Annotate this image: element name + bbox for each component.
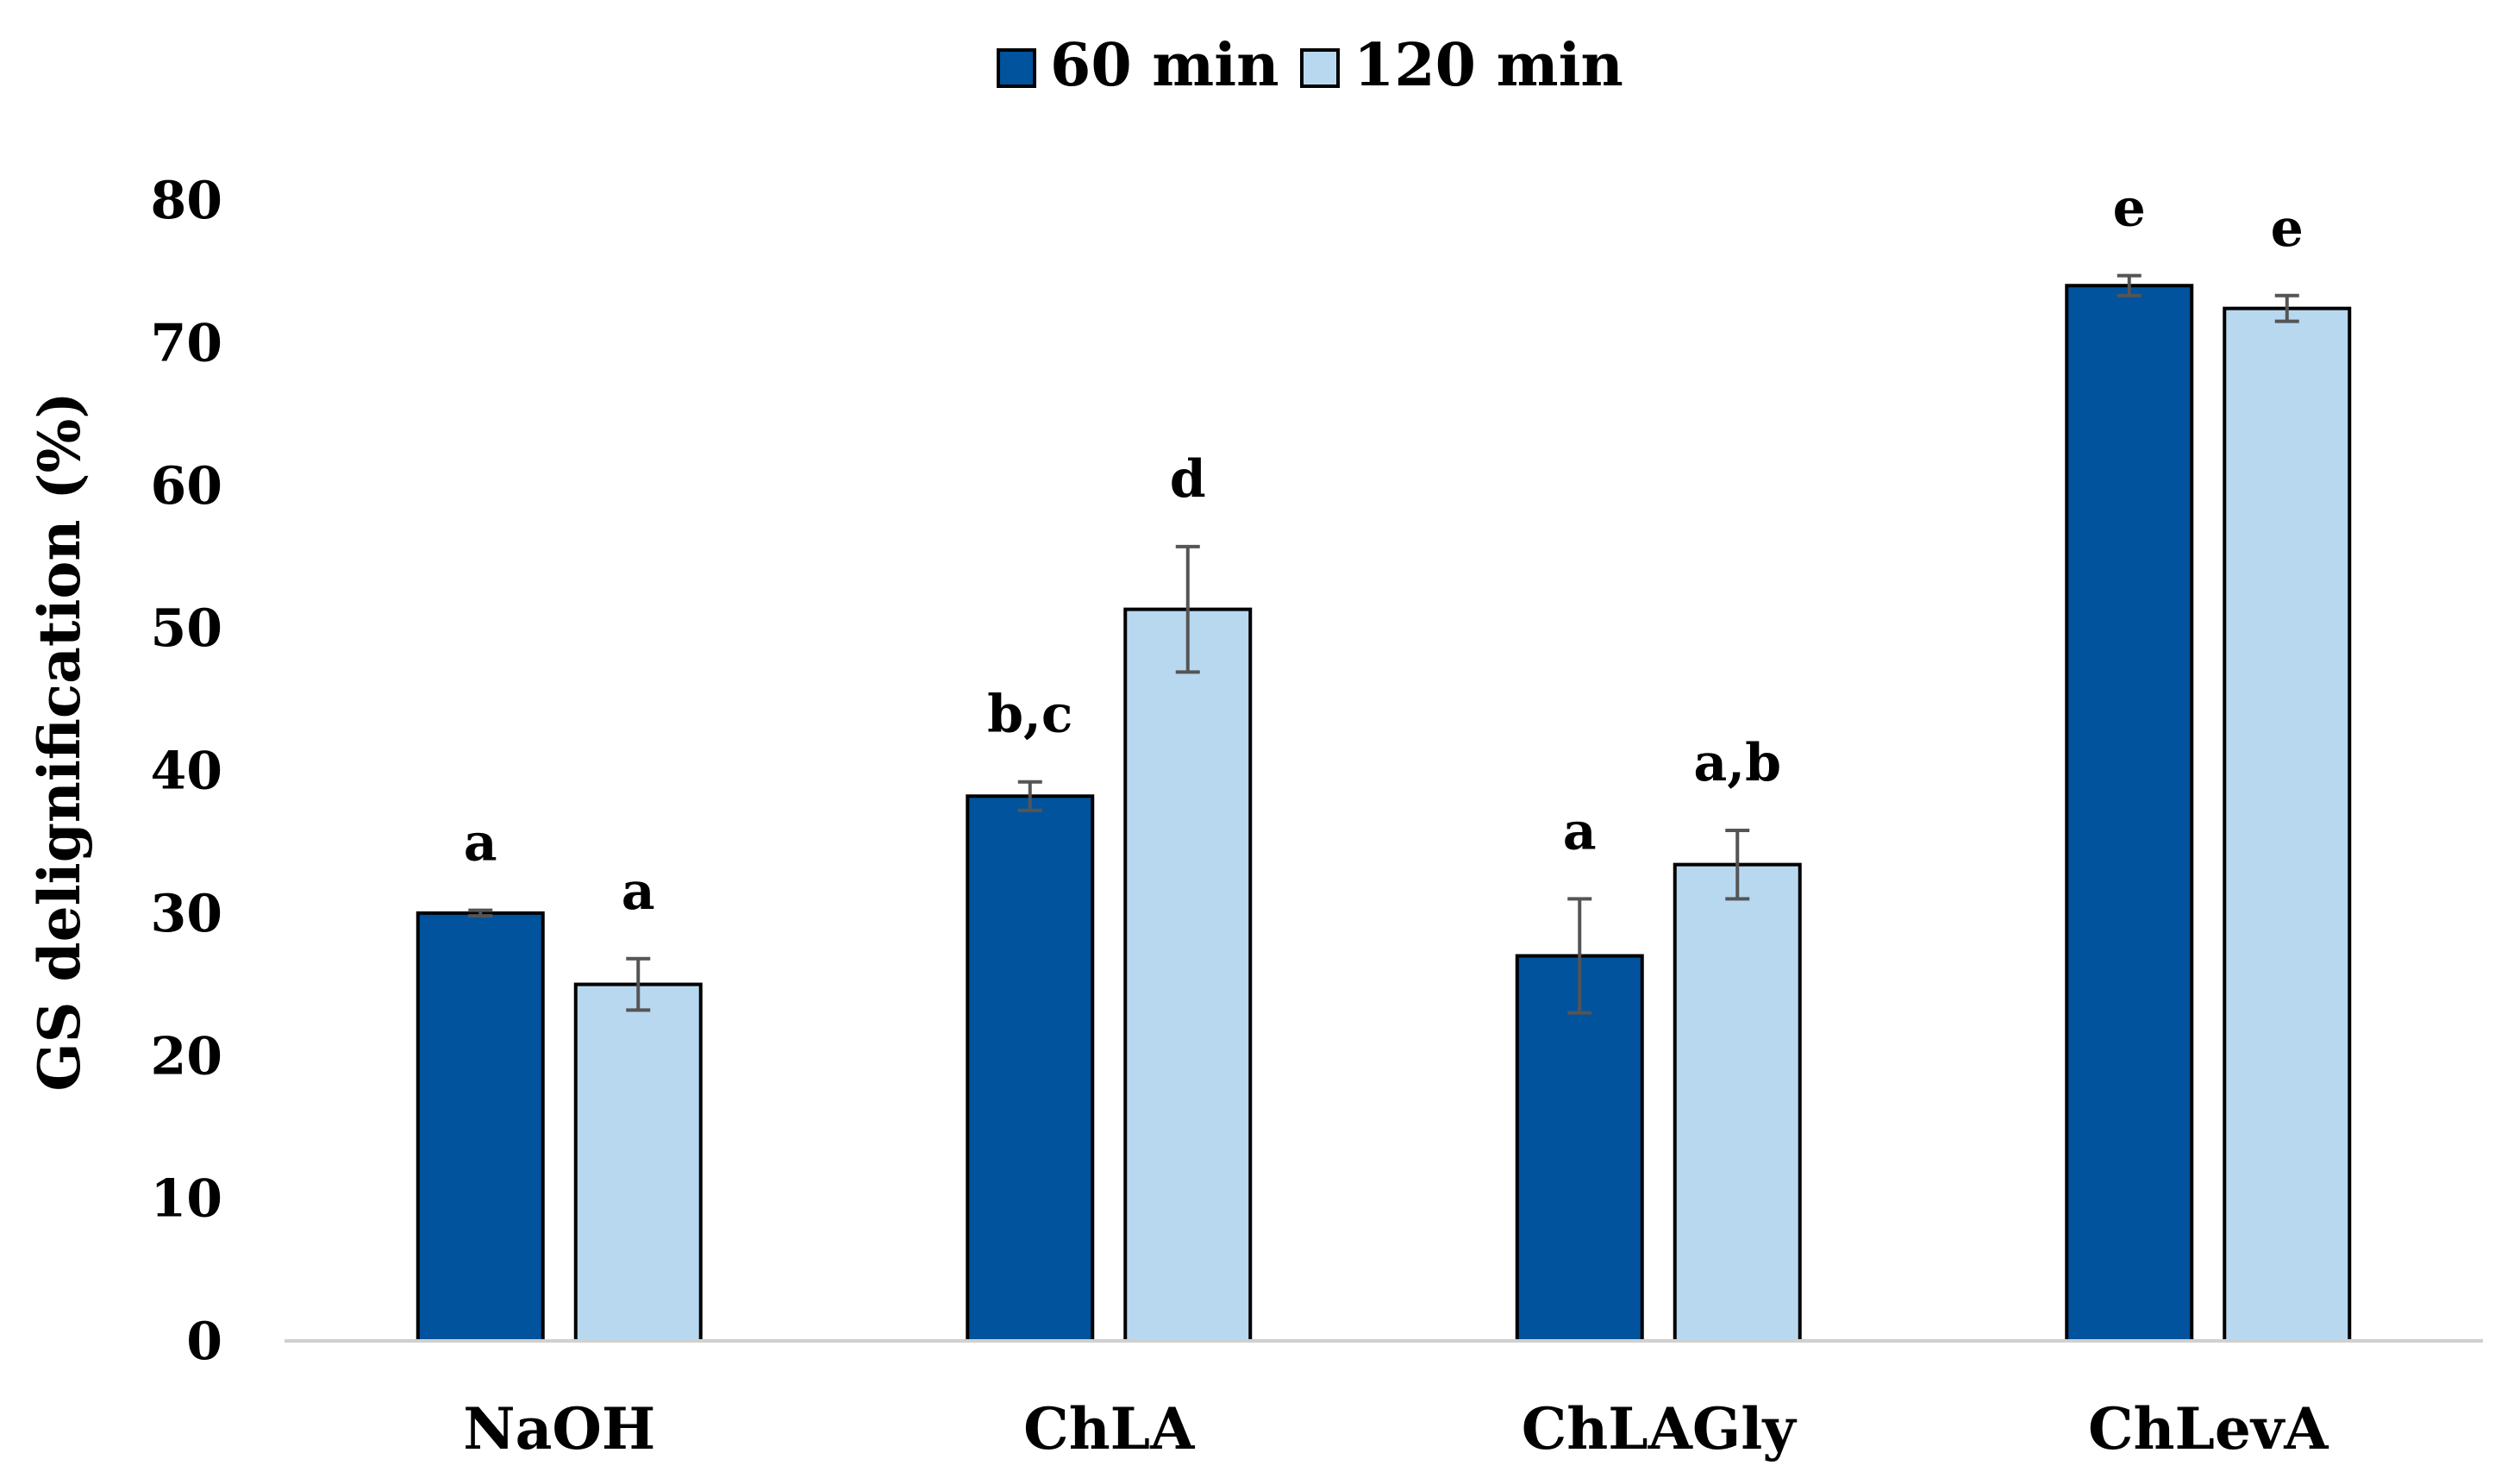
legend-swatch-120-min [1300, 48, 1340, 88]
significance-label: d [1170, 449, 1206, 510]
x-category-label: ChLA [1023, 1395, 1195, 1462]
error-bar [1725, 828, 1750, 901]
legend-label-120-min: 120 min [1354, 31, 1623, 100]
significance-label: e [2271, 198, 2304, 259]
significance-label: a,b [1693, 733, 1781, 793]
error-bar [2117, 273, 2142, 297]
error-bar [1567, 897, 1592, 1015]
significance-label: a [464, 813, 497, 874]
x-category-label: ChLAGly [1522, 1395, 1798, 1462]
x-category-label: NaOH [463, 1395, 655, 1462]
bar [573, 982, 703, 1343]
y-tick-label: 70 [151, 313, 223, 373]
error-bar [1017, 780, 1042, 812]
x-category-label: ChLevA [2088, 1395, 2329, 1462]
y-tick-label: 10 [151, 1169, 223, 1230]
legend-label-60-min: 60 min [1050, 31, 1279, 100]
y-tick-label: 60 [151, 456, 223, 517]
bar [1673, 862, 1802, 1343]
legend: 60 min 120 min [997, 31, 1623, 100]
bar [966, 794, 1095, 1343]
bars: a a b,c d a a,b e e [416, 178, 2352, 1343]
error-bar [1175, 544, 1200, 674]
error-bar [626, 956, 651, 1012]
significance-label: e [2113, 178, 2146, 239]
bar [2065, 284, 2194, 1343]
significance-label: a [622, 861, 655, 922]
legend-swatch-60-min [997, 48, 1036, 88]
y-tick-label: 20 [151, 1026, 223, 1087]
y-axis-label: GS delignification (%) [26, 391, 93, 1091]
bar [1515, 954, 1644, 1343]
error-bar [468, 908, 493, 918]
y-tick-label: 30 [151, 884, 223, 944]
bar [2223, 306, 2352, 1343]
y-tick-label: 80 [151, 171, 223, 231]
y-axis-ticks: 0 10 20 30 40 50 60 70 80 [151, 171, 223, 1372]
significance-label: a [1563, 801, 1597, 861]
significance-label: b,c [987, 685, 1072, 745]
error-bar [2274, 293, 2299, 323]
y-tick-label: 50 [151, 598, 223, 659]
bar [416, 911, 545, 1343]
x-axis-categories: NaOH ChLA ChLAGly ChLevA [463, 1395, 2329, 1462]
bar [1123, 607, 1253, 1343]
y-tick-label: 40 [151, 742, 223, 802]
y-tick-label: 0 [186, 1312, 222, 1372]
